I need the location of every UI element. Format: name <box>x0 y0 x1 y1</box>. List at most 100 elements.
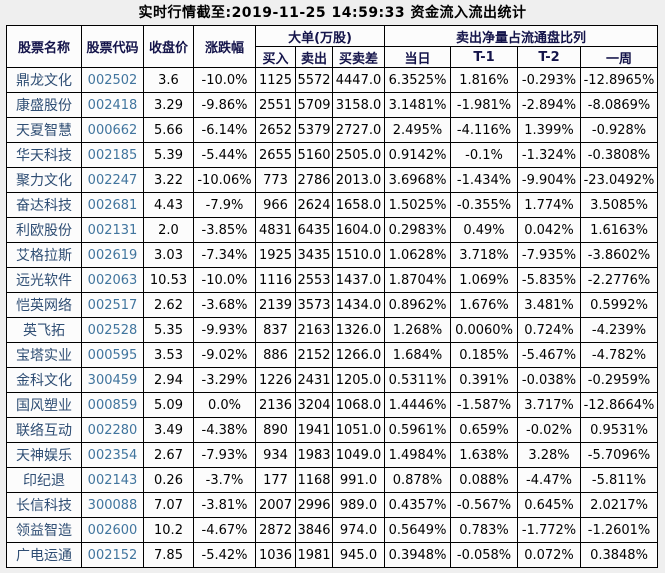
cell-ratio-week: -5.7096% <box>580 442 659 468</box>
cell-stock-code[interactable]: 002280 <box>81 417 144 443</box>
cell-stock-name[interactable]: 领益智造 <box>6 517 82 543</box>
cell-sell-volume: 6435 <box>295 217 333 243</box>
cell-stock-name[interactable]: 国风塑业 <box>6 392 82 418</box>
cell-stock-code[interactable]: 002063 <box>81 267 144 293</box>
cell-buy-volume: 1036 <box>255 542 296 568</box>
cell-stock-code[interactable]: 000595 <box>81 342 144 368</box>
cell-ratio-day: 1.0628% <box>384 242 452 268</box>
cell-stock-code[interactable]: 002185 <box>81 142 144 168</box>
header-stock-name: 股票名称 <box>6 25 82 68</box>
cell-change-pct: -5.44% <box>193 142 256 168</box>
cell-stock-code[interactable]: 002528 <box>81 317 144 343</box>
cell-ratio-t1: 1.638% <box>450 442 519 468</box>
cell-buy-sell-diff: 1604.0 <box>331 217 386 243</box>
table-header: 股票名称 股票代码 收盘价 涨跌幅 大单(万股) 卖出净量占流通盘比列 买入 卖… <box>6 25 659 68</box>
cell-stock-name[interactable]: 广电运通 <box>6 542 82 568</box>
cell-buy-volume: 4831 <box>255 217 296 243</box>
cell-stock-code[interactable]: 000859 <box>81 392 144 418</box>
cell-change-pct: -4.38% <box>193 417 256 443</box>
cell-sell-volume: 5379 <box>295 117 333 143</box>
cell-stock-code[interactable]: 300088 <box>81 492 144 518</box>
cell-close-price: 4.43 <box>143 192 194 218</box>
cell-ratio-week: 1.6163% <box>580 217 659 243</box>
cell-ratio-t1: -1.981% <box>450 92 519 118</box>
cell-buy-sell-diff: 1658.0 <box>331 192 386 218</box>
cell-buy-volume: 966 <box>255 192 296 218</box>
table-row: 恺英网络 002517 2.62 -3.68% 2139 3573 1434.0 0.8962… <box>6 292 659 318</box>
cell-stock-code[interactable]: 002143 <box>81 467 144 493</box>
cell-stock-name[interactable]: 远光软件 <box>6 267 82 293</box>
cell-stock-code[interactable]: 300459 <box>81 367 144 393</box>
cell-ratio-t1: -0.058% <box>450 542 519 568</box>
cell-change-pct: -9.93% <box>193 317 256 343</box>
cell-stock-name[interactable]: 长信科技 <box>6 492 82 518</box>
cell-stock-name[interactable]: 天夏智慧 <box>6 117 82 143</box>
table-row: 康盛股份 002418 3.29 -9.86% 2551 5709 3158.0 3.1481… <box>6 92 659 118</box>
cell-stock-name[interactable]: 奋达科技 <box>6 192 82 218</box>
cell-close-price: 2.94 <box>143 367 194 393</box>
cell-stock-code[interactable]: 002152 <box>81 542 144 568</box>
cell-change-pct: -10.06% <box>193 167 256 193</box>
cell-buy-sell-diff: 1266.0 <box>331 342 386 368</box>
page-title: 实时行情截至:2019-11-25 14:59:33 资金流入流出统计 <box>138 5 527 21</box>
cell-stock-code[interactable]: 002619 <box>81 242 144 268</box>
header-group-net-sell-ratio: 卖出净量占流通盘比列 <box>384 25 659 47</box>
cell-buy-volume: 1226 <box>255 367 296 393</box>
fund-flow-table: 股票名称 股票代码 收盘价 涨跌幅 大单(万股) 卖出净量占流通盘比列 买入 卖… <box>6 25 659 568</box>
cell-stock-name[interactable]: 印纪退 <box>6 467 82 493</box>
cell-sell-volume: 5572 <box>295 67 333 93</box>
cell-close-price: 7.85 <box>143 542 194 568</box>
cell-stock-code[interactable]: 002681 <box>81 192 144 218</box>
cell-stock-name[interactable]: 鼎龙文化 <box>6 67 82 93</box>
cell-stock-code[interactable]: 000662 <box>81 117 144 143</box>
cell-buy-sell-diff: 989.0 <box>331 492 386 518</box>
cell-ratio-t2: 0.042% <box>517 217 582 243</box>
cell-stock-name[interactable]: 康盛股份 <box>6 92 82 118</box>
cell-buy-volume: 2655 <box>255 142 296 168</box>
cell-sell-volume: 2553 <box>295 267 333 293</box>
cell-change-pct: -6.14% <box>193 117 256 143</box>
cell-ratio-week: -23.0492% <box>580 167 659 193</box>
cell-stock-code[interactable]: 002502 <box>81 67 144 93</box>
cell-stock-name[interactable]: 华天科技 <box>6 142 82 168</box>
cell-stock-name[interactable]: 联络互动 <box>6 417 82 443</box>
cell-sell-volume: 3435 <box>295 242 333 268</box>
cell-ratio-t1: -1.434% <box>450 167 519 193</box>
cell-stock-name[interactable]: 金科文化 <box>6 367 82 393</box>
cell-buy-sell-diff: 3158.0 <box>331 92 386 118</box>
cell-ratio-t2: 1.774% <box>517 192 582 218</box>
cell-change-pct: -9.86% <box>193 92 256 118</box>
cell-stock-name[interactable]: 宝塔实业 <box>6 342 82 368</box>
cell-ratio-week: 0.5992% <box>580 292 659 318</box>
cell-ratio-day: 1.8704% <box>384 267 452 293</box>
table-row: 领益智造 002600 10.2 -4.67% 2872 3846 974.0 0.5649%… <box>6 517 659 543</box>
cell-stock-code[interactable]: 002131 <box>81 217 144 243</box>
cell-stock-code[interactable]: 002600 <box>81 517 144 543</box>
cell-stock-name[interactable]: 聚力文化 <box>6 167 82 193</box>
table-row: 国风塑业 000859 5.09 0.0% 2136 3204 1068.0 1.4446% -… <box>6 392 659 418</box>
cell-sell-volume: 3204 <box>295 392 333 418</box>
cell-buy-sell-diff: 1437.0 <box>331 267 386 293</box>
cell-stock-code[interactable]: 002354 <box>81 442 144 468</box>
cell-stock-name[interactable]: 天神娱乐 <box>6 442 82 468</box>
cell-stock-name[interactable]: 艾格拉斯 <box>6 242 82 268</box>
table-row: 聚力文化 002247 3.22 -10.06% 773 2786 2013.0 3.6968… <box>6 167 659 193</box>
cell-close-price: 2.67 <box>143 442 194 468</box>
cell-ratio-t1: 0.659% <box>450 417 519 443</box>
cell-change-pct: -10.0% <box>193 267 256 293</box>
cell-ratio-week: -0.3808% <box>580 142 659 168</box>
cell-stock-name[interactable]: 恺英网络 <box>6 292 82 318</box>
cell-stock-code[interactable]: 002418 <box>81 92 144 118</box>
cell-sell-volume: 1981 <box>295 542 333 568</box>
cell-stock-code[interactable]: 002517 <box>81 292 144 318</box>
cell-stock-code[interactable]: 002247 <box>81 167 144 193</box>
cell-ratio-week: -0.928% <box>580 117 659 143</box>
cell-ratio-t2: 3.481% <box>517 292 582 318</box>
cell-buy-sell-diff: 1068.0 <box>331 392 386 418</box>
cell-stock-name[interactable]: 利欧股份 <box>6 217 82 243</box>
cell-stock-name[interactable]: 英飞拓 <box>6 317 82 343</box>
header-change-pct: 涨跌幅 <box>193 25 256 68</box>
cell-ratio-day: 1.4446% <box>384 392 452 418</box>
cell-buy-sell-diff: 1326.0 <box>331 317 386 343</box>
cell-buy-volume: 886 <box>255 342 296 368</box>
